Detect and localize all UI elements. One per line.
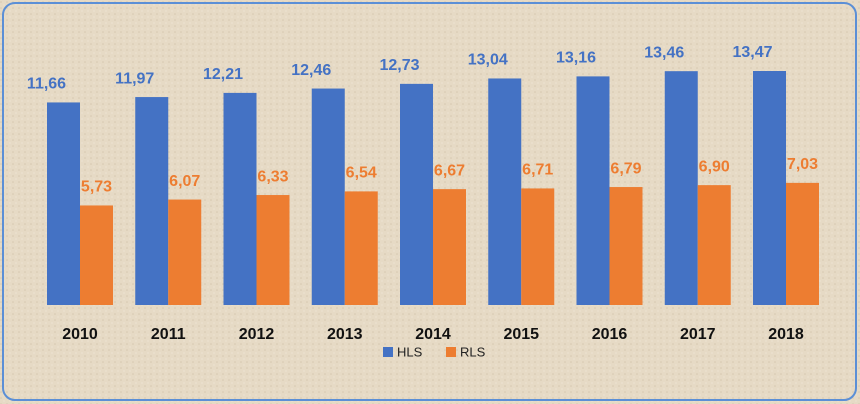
x-tick-label: 2012 xyxy=(239,326,275,343)
bar xyxy=(433,189,466,305)
data-label: 6,33 xyxy=(257,168,288,185)
bar xyxy=(664,71,698,305)
bar xyxy=(344,191,378,305)
bar xyxy=(223,92,257,305)
bar xyxy=(400,83,433,306)
data-label: 13,04 xyxy=(468,52,508,69)
legend-label: RLS xyxy=(460,344,486,359)
x-tick-label: 2016 xyxy=(592,326,628,343)
data-label: 6,07 xyxy=(169,173,200,190)
data-label: 6,67 xyxy=(434,162,465,179)
data-label: 6,79 xyxy=(610,160,641,177)
x-tick-label: 2015 xyxy=(503,326,539,343)
bar xyxy=(311,88,345,305)
bar xyxy=(168,199,202,305)
bar xyxy=(521,188,555,305)
bar xyxy=(256,195,290,305)
data-label: 12,21 xyxy=(203,66,243,83)
data-label: 13,47 xyxy=(732,44,772,61)
x-tick-label: 2010 xyxy=(62,326,98,343)
data-label: 6,90 xyxy=(699,158,730,175)
data-label: 7,03 xyxy=(787,156,818,173)
bar xyxy=(47,102,80,305)
legend-swatch xyxy=(446,347,456,357)
data-label: 13,46 xyxy=(644,44,684,61)
bar xyxy=(576,76,610,305)
data-label: 11,66 xyxy=(27,76,66,93)
data-label: 6,71 xyxy=(522,162,553,179)
x-tick-label: 2013 xyxy=(327,326,363,343)
bar xyxy=(609,187,643,305)
data-label: 6,54 xyxy=(346,165,377,182)
data-label: 13,16 xyxy=(556,50,596,67)
bar xyxy=(786,182,819,305)
data-label: 12,73 xyxy=(379,57,419,74)
bar xyxy=(753,71,786,305)
x-tick-label: 2014 xyxy=(415,326,451,343)
data-label: 11,97 xyxy=(115,70,154,87)
x-tick-label: 2011 xyxy=(151,326,186,343)
bar xyxy=(80,205,113,305)
bar xyxy=(135,97,169,305)
data-label: 12,46 xyxy=(291,62,331,79)
legend-swatch xyxy=(383,347,393,357)
x-tick-label: 2018 xyxy=(768,326,804,343)
data-label: 5,73 xyxy=(81,179,112,196)
x-tick-label: 2017 xyxy=(680,326,716,343)
bar xyxy=(488,78,522,305)
legend-label: HLS xyxy=(397,344,423,359)
bar xyxy=(697,185,731,305)
